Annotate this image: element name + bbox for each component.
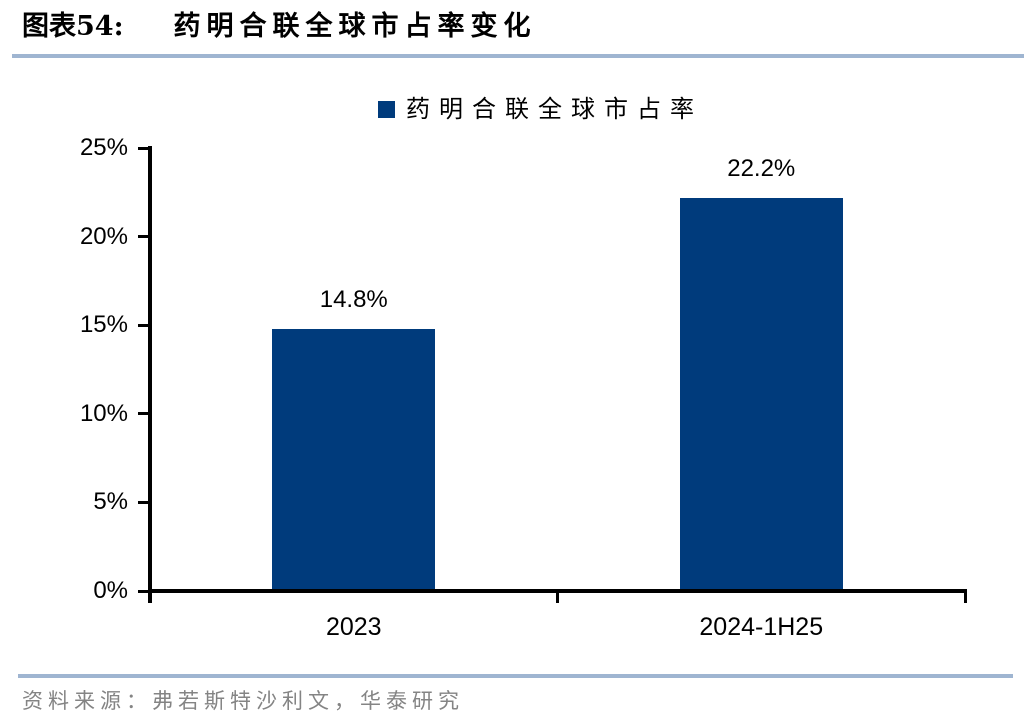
y-axis-line [148,146,152,603]
y-tick-label: 25% [79,134,128,161]
x-category-label: 2024-1H25 [699,613,824,641]
x-tick [556,593,559,603]
bar-value-label: 14.8% [319,285,388,313]
x-axis-line [148,589,967,593]
y-tick [138,412,148,416]
source-note: 资料来源：弗若斯特沙利文，华泰研究 [22,689,464,713]
y-tick [138,500,148,504]
y-tick-label: 10% [79,399,128,427]
bar-2023 [272,328,436,589]
legend-marker-icon [378,100,395,118]
y-tick [138,323,148,327]
y-tick [138,589,148,593]
y-tick-label: 15% [79,311,128,339]
x-category-label: 2023 [325,613,382,641]
figure-header: 图表54: 药明合联全球市占率变化 [22,8,537,46]
legend-label: 药明合联全球市占率 [406,95,703,123]
footer-divider [18,674,1013,678]
bar-2024-1H25 [679,197,843,589]
figure-number: 图表54: [22,11,124,42]
y-tick-label: 0% [93,577,128,604]
y-tick-label: 5% [93,488,128,516]
y-tick-label: 20% [79,222,128,250]
bar-value-label: 22.2% [727,154,796,182]
figure-title: 药明合联全球市占率变化 [173,11,537,42]
y-tick [138,235,148,239]
x-tick [148,593,152,603]
y-tick [138,146,148,150]
x-tick [963,593,967,603]
title-divider [12,54,1024,58]
chart-legend: 药明合联全球市占率 [378,97,703,121]
